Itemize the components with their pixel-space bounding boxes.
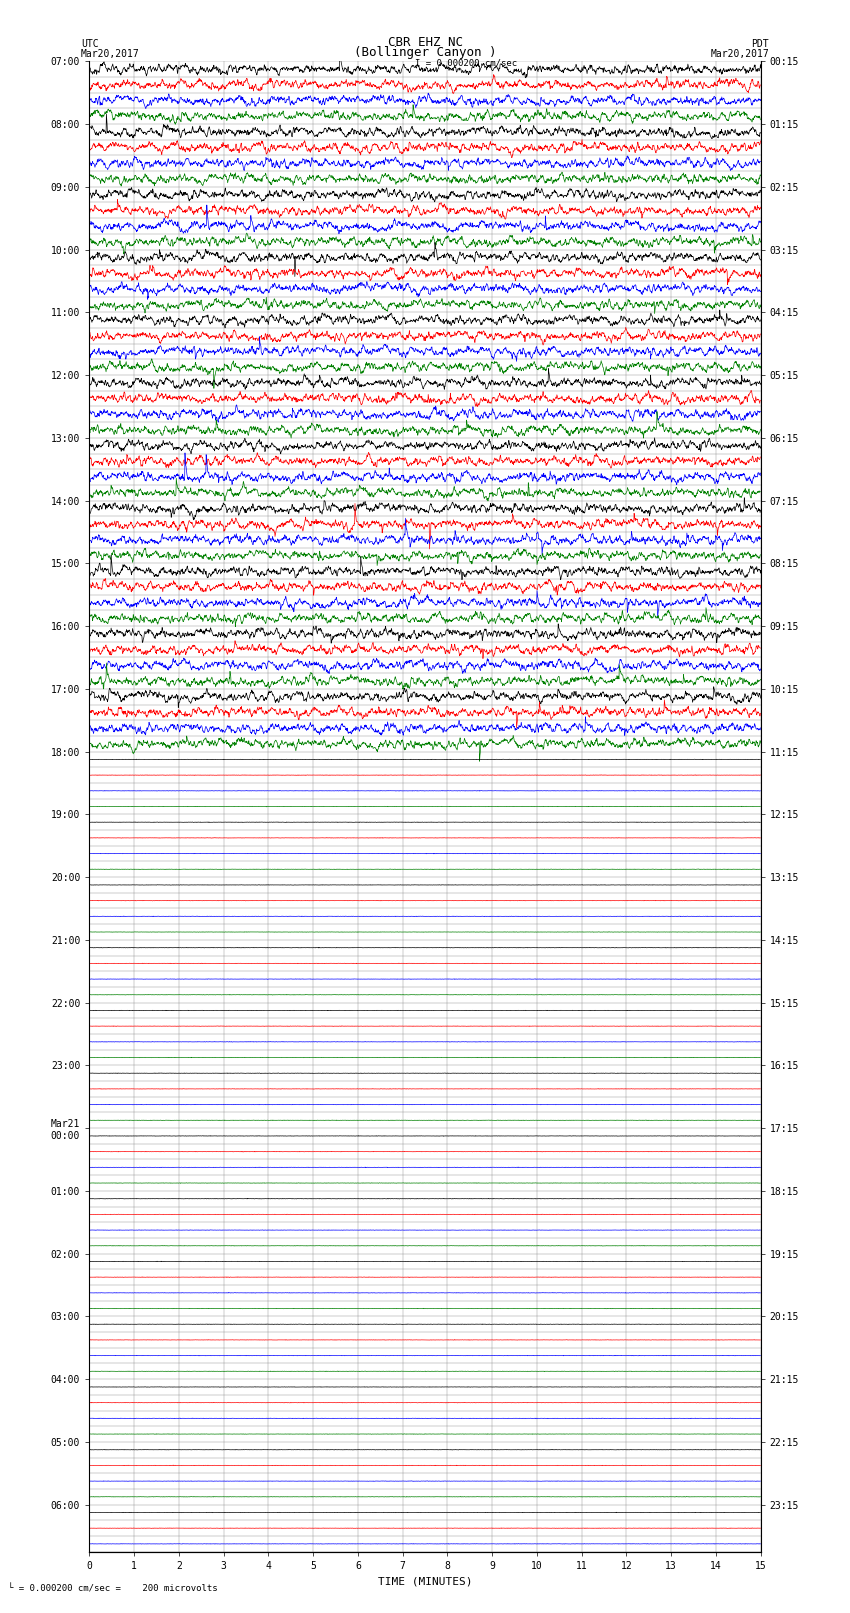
Text: PDT: PDT <box>751 39 769 50</box>
Text: Mar20,2017: Mar20,2017 <box>711 48 769 58</box>
Text: CBR EHZ NC: CBR EHZ NC <box>388 35 462 50</box>
Text: UTC: UTC <box>81 39 99 50</box>
X-axis label: TIME (MINUTES): TIME (MINUTES) <box>377 1576 473 1586</box>
Text: I = 0.000200 cm/sec: I = 0.000200 cm/sec <box>415 58 517 68</box>
Text: (Bollinger Canyon ): (Bollinger Canyon ) <box>354 45 496 58</box>
Text: └ = 0.000200 cm/sec =    200 microvolts: └ = 0.000200 cm/sec = 200 microvolts <box>8 1584 218 1594</box>
Text: Mar20,2017: Mar20,2017 <box>81 48 139 58</box>
